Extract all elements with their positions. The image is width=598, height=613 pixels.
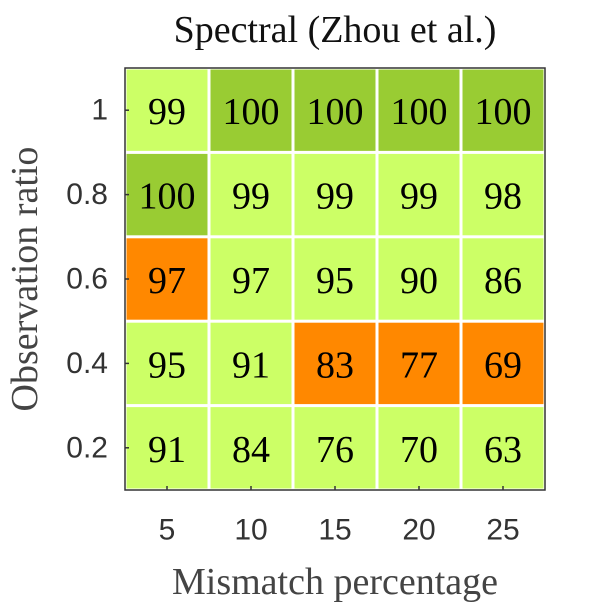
- cell-label: 76: [316, 429, 354, 471]
- heatmap-cell: [462, 322, 544, 405]
- cell-label: 98: [484, 176, 522, 218]
- heatmap-cell: [462, 238, 544, 320]
- cell-label: 84: [232, 429, 270, 471]
- heatmap-cell: [294, 238, 376, 320]
- x-tick-label: 5: [159, 514, 176, 547]
- heatmap-cell: [126, 238, 208, 320]
- heatmap-cell: [378, 69, 460, 151]
- y-tick-label: 1: [91, 94, 108, 127]
- heatmap-cell: [210, 322, 292, 405]
- cell-label: 100: [475, 91, 532, 133]
- cell-label: 97: [232, 260, 270, 302]
- heatmap-cell: [126, 322, 208, 405]
- heatmap-cell: [378, 322, 460, 405]
- x-axis-label: Mismatch percentage: [172, 561, 498, 603]
- heatmap-cell: [126, 153, 208, 236]
- heatmap-cell: [378, 407, 460, 489]
- cell-label: 90: [400, 260, 438, 302]
- heatmap-cell: [462, 69, 544, 151]
- heatmap-cell: [378, 153, 460, 236]
- heatmap-cell: [294, 153, 376, 236]
- heatmap-cell: [210, 407, 292, 489]
- heatmap-cell: [126, 69, 208, 151]
- y-axis-label: Observation ratio: [4, 147, 46, 412]
- x-tick-label: 20: [402, 514, 435, 547]
- cell-label: 100: [223, 91, 280, 133]
- heatmap-cell: [210, 238, 292, 320]
- y-tick-label: 0.4: [66, 347, 108, 380]
- cell-label: 91: [232, 344, 270, 386]
- cell-label: 69: [484, 344, 522, 386]
- cell-label: 83: [316, 344, 354, 386]
- cell-label: 63: [484, 429, 522, 471]
- heatmap-cell: [294, 407, 376, 489]
- cell-label: 70: [400, 429, 438, 471]
- cell-label: 97: [148, 260, 186, 302]
- y-tick-label: 0.6: [66, 263, 108, 296]
- cell-label: 99: [148, 91, 186, 133]
- x-tick-label: 15: [318, 514, 351, 547]
- heatmap-cell: [126, 407, 208, 489]
- y-tick-label: 0.2: [66, 431, 108, 464]
- cell-label: 99: [232, 176, 270, 218]
- cell-label: 100: [391, 91, 448, 133]
- heatmap-cell: [210, 69, 292, 151]
- cell-label: 100: [139, 176, 196, 218]
- x-tick-label: 25: [486, 514, 519, 547]
- heatmap-cell: [378, 238, 460, 320]
- cell-label: 91: [148, 429, 186, 471]
- heatmap-cell: [294, 69, 376, 151]
- cell-label: 77: [400, 344, 438, 386]
- heatmap-cell: [462, 153, 544, 236]
- x-tick-label: 10: [234, 514, 267, 547]
- cell-label: 99: [400, 176, 438, 218]
- heatmap-cell: [294, 322, 376, 405]
- heatmap-cell: [462, 407, 544, 489]
- heatmap-cell: [210, 153, 292, 236]
- y-tick-label: 0.8: [66, 178, 108, 211]
- cell-label: 99: [316, 176, 354, 218]
- cell-label: 86: [484, 260, 522, 302]
- chart-title: Spectral (Zhou et al.): [174, 9, 497, 51]
- cell-label: 95: [148, 344, 186, 386]
- cell-label: 95: [316, 260, 354, 302]
- cell-label: 100: [307, 91, 364, 133]
